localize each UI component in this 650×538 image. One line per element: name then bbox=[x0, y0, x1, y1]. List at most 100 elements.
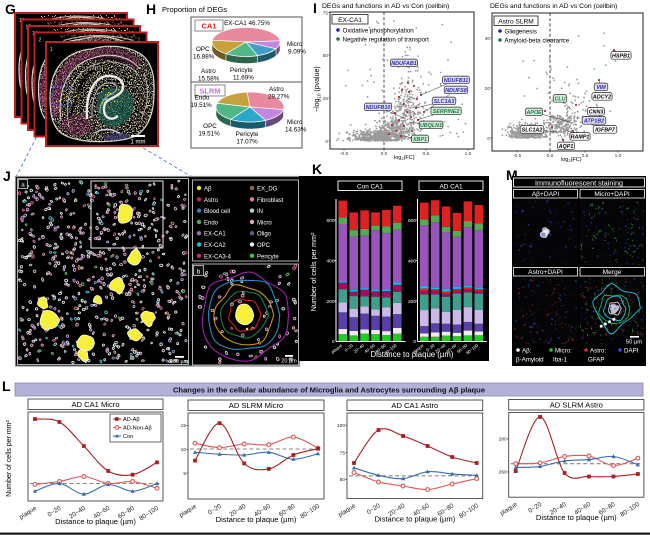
svg-text:Amyloid-beta clearance: Amyloid-beta clearance bbox=[505, 37, 570, 44]
svg-text:SERPINE2: SERPINE2 bbox=[433, 109, 460, 115]
svg-text:K: K bbox=[312, 161, 322, 177]
svg-text:50: 50 bbox=[323, 53, 329, 59]
svg-text:DEGs and functions in AD vs Co: DEGs and functions in AD vs Con (cellbin… bbox=[490, 3, 617, 10]
svg-text:Micro: Micro bbox=[287, 41, 303, 48]
svg-text:CA1: CA1 bbox=[201, 22, 216, 31]
svg-text:40~60: 40~60 bbox=[445, 342, 458, 354]
svg-text:plaque: plaque bbox=[337, 502, 357, 519]
svg-text:Pericyte: Pericyte bbox=[257, 254, 279, 260]
svg-text:NDUFAB1: NDUFAB1 bbox=[391, 61, 416, 67]
svg-text:Astro: Astro bbox=[204, 198, 219, 204]
svg-text:Negative regulation of transpo: Negative regulation of transport bbox=[343, 36, 430, 43]
svg-text:20: 20 bbox=[485, 86, 491, 92]
svg-text:19.51%: 19.51% bbox=[190, 102, 212, 109]
svg-text:Pericyte: Pericyte bbox=[236, 131, 259, 138]
svg-text:RAMP1: RAMP1 bbox=[571, 135, 590, 141]
svg-text:0~20: 0~20 bbox=[344, 342, 355, 352]
svg-text:plaque: plaque bbox=[178, 503, 198, 520]
svg-text:b: b bbox=[197, 270, 201, 276]
svg-text:Aβ:: Aβ: bbox=[522, 348, 532, 355]
svg-text:plaque: plaque bbox=[18, 505, 38, 522]
svg-text:14.63%: 14.63% bbox=[285, 127, 307, 134]
svg-text:ATP1B2: ATP1B2 bbox=[583, 119, 604, 125]
svg-text:Astro: Astro bbox=[269, 86, 284, 93]
svg-text:80~100: 80~100 bbox=[458, 502, 480, 520]
svg-text:2: 2 bbox=[39, 38, 42, 44]
svg-text:SLRM: SLRM bbox=[199, 87, 220, 96]
svg-text:APOE: APOE bbox=[525, 110, 542, 116]
svg-text:50: 50 bbox=[340, 477, 346, 483]
svg-text:AD CA1 Astro: AD CA1 Astro bbox=[391, 401, 438, 410]
svg-text:Micro: Micro bbox=[257, 220, 272, 226]
svg-text:1 mm: 1 mm bbox=[131, 140, 146, 146]
svg-text:−log10 (pvalue): −log10 (pvalue) bbox=[314, 66, 322, 112]
svg-text:Micro: Micro bbox=[287, 119, 303, 126]
svg-text:80~100: 80~100 bbox=[619, 501, 641, 519]
svg-text:a: a bbox=[21, 183, 25, 189]
svg-text:600: 600 bbox=[326, 218, 334, 224]
svg-text:400: 400 bbox=[408, 259, 416, 265]
svg-text:20 µm: 20 µm bbox=[281, 359, 297, 365]
svg-text:log2(FC): log2(FC) bbox=[561, 157, 582, 163]
svg-text:0.0: 0.0 bbox=[381, 151, 388, 157]
svg-text:75: 75 bbox=[340, 451, 346, 457]
svg-text:Distance to plaque (µm): Distance to plaque (µm) bbox=[371, 350, 454, 359]
svg-text:75: 75 bbox=[323, 10, 329, 16]
svg-text:Pericyte: Pericyte bbox=[230, 67, 253, 74]
svg-text:0: 0 bbox=[487, 136, 490, 142]
svg-text:L: L bbox=[2, 378, 11, 394]
svg-text:-0.5: -0.5 bbox=[513, 153, 522, 159]
svg-text:1: 1 bbox=[50, 47, 53, 53]
svg-text:20~40: 20~40 bbox=[434, 342, 447, 354]
svg-text:Number of cells per mm²: Number of cells per mm² bbox=[309, 232, 318, 311]
svg-text:200: 200 bbox=[326, 299, 334, 305]
svg-text:H: H bbox=[146, 1, 156, 17]
svg-text:100: 100 bbox=[337, 423, 345, 429]
svg-text:Oxidative phosphorylation: Oxidative phosphorylation bbox=[343, 27, 415, 34]
svg-text:260: 260 bbox=[499, 470, 507, 476]
svg-text:NDUFS8: NDUFS8 bbox=[445, 88, 467, 94]
svg-text:60~80: 60~80 bbox=[374, 342, 387, 354]
svg-text:OPC: OPC bbox=[203, 123, 217, 130]
svg-text:OPC: OPC bbox=[257, 243, 271, 249]
svg-text:OPC: OPC bbox=[196, 46, 210, 53]
svg-text:0.5: 0.5 bbox=[582, 153, 589, 159]
svg-text:Number of cells per mm²: Number of cells per mm² bbox=[6, 420, 13, 497]
svg-text:VIM: VIM bbox=[596, 85, 606, 91]
svg-text:GFAP: GFAP bbox=[588, 357, 605, 364]
svg-text:20~40: 20~40 bbox=[353, 342, 366, 354]
svg-text:5: 5 bbox=[183, 471, 186, 477]
svg-text:SLC1A2: SLC1A2 bbox=[522, 128, 543, 134]
svg-text:40: 40 bbox=[485, 36, 491, 42]
svg-text:Astro+DAPI: Astro+DAPI bbox=[528, 269, 563, 276]
svg-text:Distance to plaque (µm): Distance to plaque (µm) bbox=[536, 513, 617, 522]
svg-text:Astro SLRM: Astro SLRM bbox=[498, 18, 534, 25]
svg-text:DAPI: DAPI bbox=[624, 348, 639, 355]
svg-text:600: 600 bbox=[408, 218, 416, 224]
svg-text:EX_DG: EX_DG bbox=[257, 187, 278, 193]
svg-text:Blood cell: Blood cell bbox=[204, 209, 230, 215]
svg-text:60~80: 60~80 bbox=[456, 342, 469, 354]
svg-text:Immunofluorescent staining: Immunofluorescent staining bbox=[535, 179, 623, 188]
svg-text:11.69%: 11.69% bbox=[233, 75, 254, 82]
svg-text:log2(FC): log2(FC) bbox=[394, 155, 415, 161]
svg-text:J: J bbox=[3, 168, 11, 184]
svg-text:1.0: 1.0 bbox=[615, 153, 622, 159]
svg-text:Astro: Astro bbox=[201, 68, 216, 75]
svg-text:50 µm: 50 µm bbox=[626, 340, 642, 346]
svg-text:9.09%: 9.09% bbox=[288, 49, 306, 56]
svg-text:0.0: 0.0 bbox=[547, 153, 554, 159]
svg-text:15: 15 bbox=[181, 423, 187, 429]
svg-text:1.0: 1.0 bbox=[465, 151, 472, 157]
svg-text:DEGs and functions in AD vs Co: DEGs and functions in AD vs Con (cellbin… bbox=[322, 3, 449, 10]
svg-text:AD-Aβ: AD-Aβ bbox=[123, 417, 140, 423]
svg-text:0: 0 bbox=[325, 139, 328, 145]
svg-text:HSPB1: HSPB1 bbox=[612, 54, 630, 60]
svg-text:CLU: CLU bbox=[554, 97, 565, 103]
svg-text:0: 0 bbox=[413, 339, 416, 345]
svg-text:AD CA1: AD CA1 bbox=[439, 184, 463, 191]
svg-text:Aβ+DAPI: Aβ+DAPI bbox=[532, 191, 560, 198]
svg-text:280: 280 bbox=[499, 437, 507, 443]
svg-text:200: 200 bbox=[408, 299, 416, 305]
svg-text:25: 25 bbox=[323, 96, 329, 102]
